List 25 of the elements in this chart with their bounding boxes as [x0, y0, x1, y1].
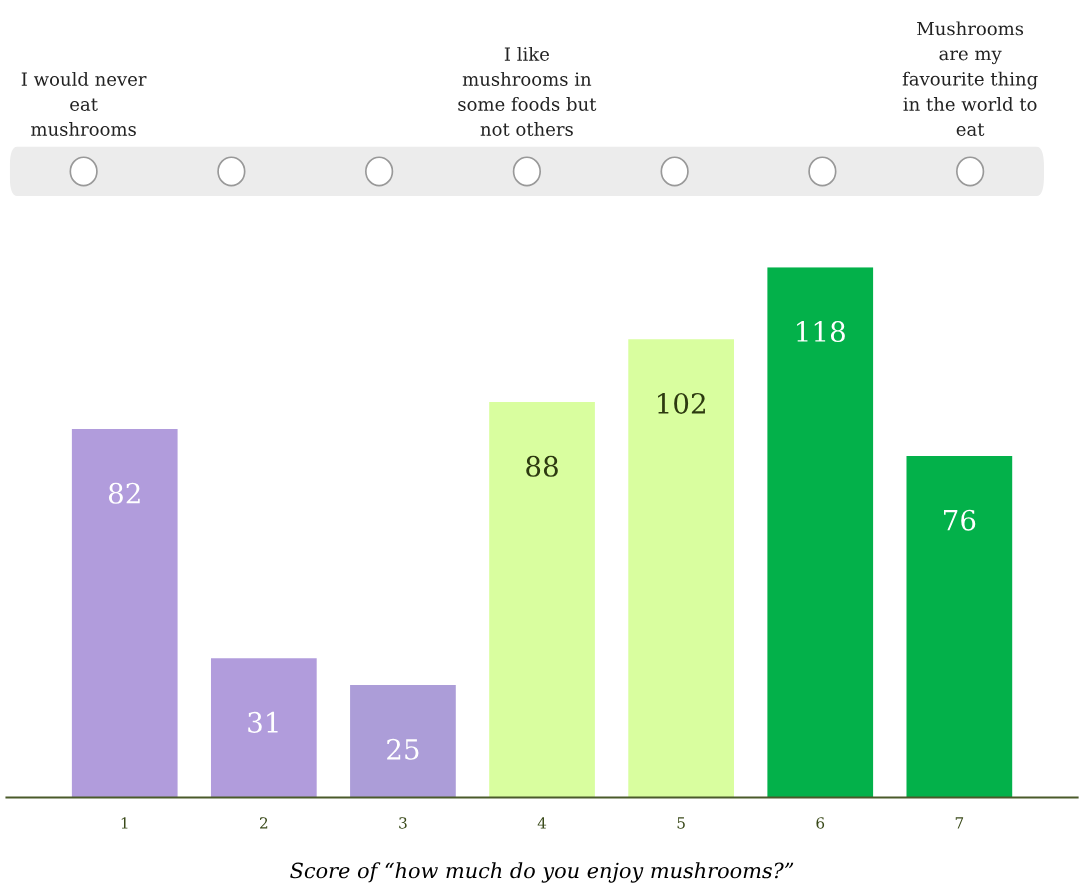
x-tick-label: 1 [121, 817, 128, 829]
x-tick-label: 5 [677, 817, 685, 829]
data-label: 25 [387, 738, 419, 760]
x-tick-label: 3 [399, 817, 407, 829]
x-tick-label: 2 [260, 817, 268, 829]
x-tick-label: 7 [955, 817, 964, 829]
data-label: 88 [526, 455, 558, 477]
text: I like mushrooms in some foods but not others [458, 46, 597, 136]
data-label: 102 [658, 392, 705, 414]
bar [906, 455, 1013, 798]
bar [767, 267, 874, 798]
bar [489, 402, 595, 798]
data-label: 118 [797, 321, 845, 343]
bar [210, 658, 317, 798]
x-tick-label: 6 [816, 817, 825, 829]
data-label: 82 [108, 482, 140, 504]
bar [628, 339, 734, 798]
x-axis-title: Score of “how much do you enjoy mushrooms?” [290, 862, 794, 883]
data-label: 31 [248, 711, 278, 733]
bar [350, 685, 456, 798]
x-tick-label: 4 [537, 817, 547, 829]
bar [71, 429, 178, 798]
text: Mushrooms are my favourite thing in the world to eat [902, 21, 1038, 136]
text: I would never eat mushrooms [21, 71, 147, 136]
data-label: 76 [944, 509, 976, 531]
